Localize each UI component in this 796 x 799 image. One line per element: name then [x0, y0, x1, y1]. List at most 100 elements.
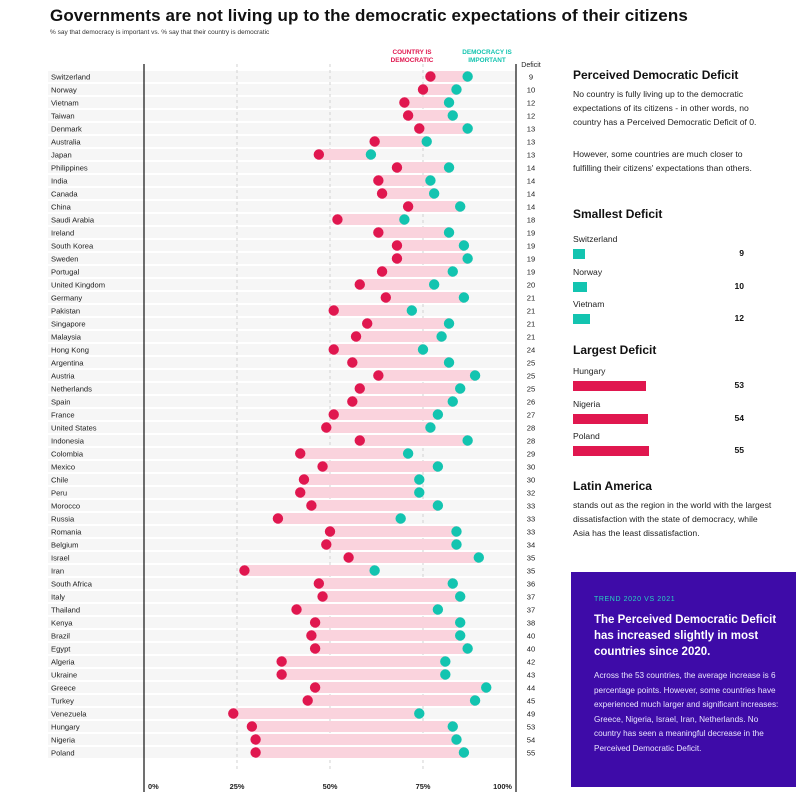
largest-deficit-heading: Largest Deficit: [573, 343, 657, 357]
democratic-point: [324, 526, 336, 537]
deficit-band: [303, 474, 420, 485]
country-label: Russia: [51, 514, 75, 523]
democratic-point: [343, 552, 354, 563]
mini-bar-value: 55: [734, 445, 744, 455]
row-stripe: [48, 344, 516, 355]
deficit-value: 40: [527, 644, 535, 653]
row-stripe: [48, 435, 516, 446]
deficit-band: [315, 682, 487, 693]
page-title: Governments are not living up to the dem…: [50, 6, 688, 25]
row-stripe: [48, 578, 516, 589]
democratic-point: [373, 370, 384, 381]
perceived-deficit-text-2: However, some countries are much closer …: [573, 149, 752, 173]
legend-important: DEMOCRACY IS: [462, 49, 512, 56]
row-stripe: [48, 552, 516, 563]
row-stripe: [48, 266, 516, 277]
deficit-value: 21: [527, 332, 535, 341]
mini-bar-value: 12: [734, 313, 744, 323]
deficit-value: 38: [527, 618, 535, 627]
important-point: [432, 604, 444, 615]
deficit-value: 9: [529, 72, 533, 81]
country-label: Chile: [51, 475, 68, 484]
country-label: Egypt: [51, 644, 71, 653]
mini-bar: [573, 446, 649, 456]
democratic-point: [317, 461, 328, 472]
deficit-band: [359, 435, 468, 446]
important-point: [455, 201, 466, 212]
trend-panel: TREND 2020 VS 2021 The Perceived Democra…: [571, 572, 796, 787]
democratic-point: [250, 734, 261, 745]
deficit-band: [348, 552, 479, 563]
democratic-point: [246, 721, 258, 732]
democratic-point: [399, 97, 410, 108]
row-stripe: [48, 240, 516, 251]
deficit-band: [337, 214, 405, 225]
row-stripe: [48, 201, 516, 212]
country-label: Morocco: [51, 501, 80, 510]
important-point: [421, 136, 432, 147]
country-label: Saudi Arabia: [51, 215, 95, 224]
deficit-value: 12: [527, 111, 535, 120]
democratic-point: [295, 487, 306, 498]
deficit-value: 33: [527, 514, 535, 523]
deficit-value: 37: [527, 605, 535, 614]
row-stripe: [48, 227, 516, 238]
mini-bar: [573, 281, 587, 292]
deficit-value: 13: [527, 124, 535, 133]
deficit-value: 43: [527, 670, 535, 679]
deficit-band: [396, 162, 450, 173]
deficit-band: [359, 383, 461, 394]
country-label: Nigeria: [51, 735, 76, 744]
deficit-value: 19: [527, 241, 535, 250]
democratic-point: [309, 682, 321, 693]
country-label: Belgium: [51, 540, 78, 549]
deficit-value: 35: [527, 553, 535, 562]
deficit-band: [255, 747, 464, 758]
deficit-value: 36: [527, 579, 535, 588]
trend-tag: TREND 2020 VS 2021: [594, 596, 676, 603]
important-point: [458, 292, 470, 303]
mini-bar-value: 10: [734, 280, 744, 291]
latin-america-text: stands out as the region in the world wi…: [573, 500, 772, 538]
country-label: Colombia: [51, 449, 84, 458]
row-stripe: [48, 214, 516, 225]
democratic-point: [313, 149, 325, 160]
deficit-values: 9 10 12 12 13 13 13 14 14 14 14 18 19 19 19 19 20 21 21 21 2…: [527, 72, 535, 757]
important-point: [447, 396, 458, 407]
democratic-point: [291, 604, 302, 615]
deficit-value: 14: [527, 202, 535, 211]
mini-bar-value: 9: [739, 248, 744, 258]
democratic-point: [417, 84, 429, 95]
important-point: [473, 552, 484, 563]
deficit-value: 26: [527, 397, 535, 406]
democratic-point: [425, 71, 436, 82]
deficit-value: 27: [527, 410, 535, 419]
country-label: Greece: [51, 683, 76, 692]
deficit-value: 13: [527, 137, 535, 146]
mini-bar: [573, 413, 648, 424]
latin-america-heading: Latin America: [573, 479, 652, 493]
deficit-band: [374, 136, 427, 147]
important-point: [455, 630, 466, 641]
country-label: Portugal: [51, 267, 80, 276]
deficit-bands: [233, 71, 487, 758]
deficit-value: 10: [527, 85, 535, 94]
democratic-point: [376, 188, 388, 199]
democratic-point: [373, 227, 384, 238]
deficit-value: 21: [527, 293, 535, 302]
x-tick-label: 50%: [323, 782, 338, 791]
important-point: [455, 383, 466, 394]
country-label: Malaysia: [51, 332, 82, 341]
mini-bar-label: Poland: [573, 431, 600, 441]
country-label: Japan: [51, 150, 72, 159]
row-stripe: [48, 409, 516, 420]
democratic-point: [369, 136, 380, 147]
deficit-band: [315, 643, 468, 654]
important-point: [462, 71, 473, 82]
democratic-point: [391, 253, 403, 264]
country-label: Germany: [51, 293, 82, 302]
data-points: [228, 71, 492, 758]
deficit-band: [408, 110, 453, 121]
deficit-band: [300, 487, 420, 498]
deficit-value: 44: [527, 683, 535, 692]
